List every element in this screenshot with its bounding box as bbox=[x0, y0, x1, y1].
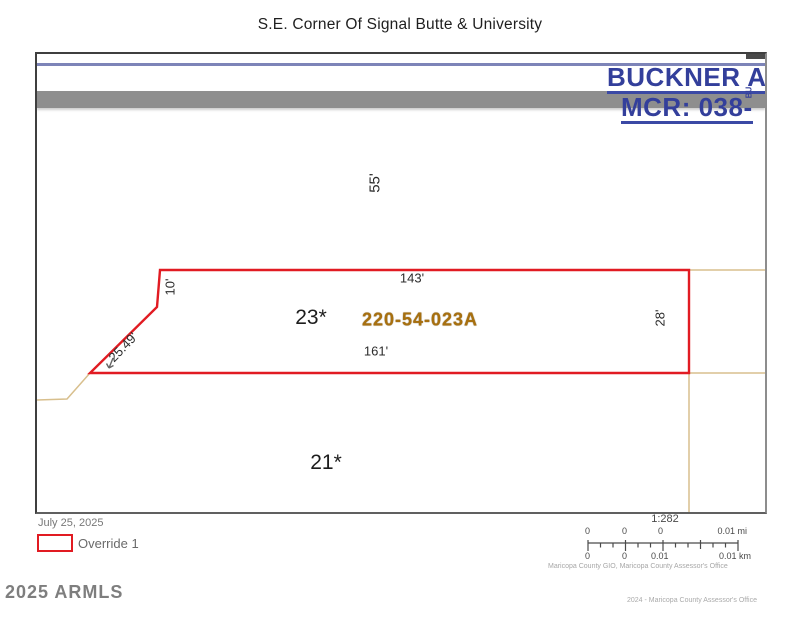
scalebar-ticks bbox=[587, 540, 739, 551]
scale-tick-label: 0 bbox=[622, 526, 628, 536]
lot-label-23: 23* bbox=[295, 306, 327, 329]
parcel-boundary-tan-left bbox=[37, 372, 91, 401]
scale-tick-label: 0.01 km bbox=[718, 551, 751, 561]
override-parcel-outline bbox=[87, 268, 691, 375]
scale-ratio-label: 1:282 bbox=[651, 513, 679, 525]
scale-tick-label: 0 bbox=[585, 551, 591, 561]
dimension-label-161: 161' bbox=[363, 343, 389, 359]
apn-label: 220-54-023A bbox=[361, 309, 479, 330]
scalebar-km-labels: 0 0 0.01 0.01 km bbox=[585, 551, 751, 562]
scale-tick-label: 0 bbox=[622, 551, 628, 561]
lot-label-21: 21* bbox=[310, 451, 342, 474]
page-title: S.E. Corner Of Signal Butte & University bbox=[257, 16, 543, 33]
date-label: July 25, 2025 bbox=[38, 517, 104, 529]
scale-tick-label: 0.01 mi bbox=[717, 526, 747, 536]
armls-watermark: 2025 ARMLS bbox=[5, 582, 124, 602]
scale-tick-label: 0 bbox=[658, 526, 664, 536]
dimension-label-55: 55' bbox=[366, 173, 384, 193]
mcr-label: MCR: 038- bbox=[621, 92, 753, 124]
subdivision-label: BUCKNER A bbox=[607, 62, 767, 94]
parcel-lines-layer bbox=[37, 268, 765, 512]
section-line bbox=[37, 63, 765, 66]
dimension-label-10: 10' bbox=[162, 278, 178, 296]
dimension-tick-mark bbox=[105, 357, 114, 369]
dimension-label-143: 143' bbox=[399, 270, 425, 286]
road-band-university bbox=[37, 91, 765, 108]
scalebar: 1:282 0 0 0 0.01 mi 0 0 0.01 0.01 km Mar… bbox=[548, 513, 753, 575]
map-canvas: BUCKNER A MCR: 038- BU 55' 10' 25.49' 14… bbox=[35, 52, 767, 514]
dimension-label-28: 28' bbox=[652, 309, 668, 327]
scale-tick-label: 0.01 bbox=[651, 551, 669, 561]
clipped-corner-mark bbox=[746, 54, 765, 59]
legend-swatch-override bbox=[37, 534, 73, 552]
scalebar-credit: Maricopa County GIO, Maricopa County Ass… bbox=[548, 563, 728, 570]
assessor-attribution: 2024 - Maricopa County Assessor's Office bbox=[627, 597, 757, 604]
scalebar-mi-labels: 0 0 0 0.01 mi bbox=[585, 526, 747, 537]
scale-tick-label: 0 bbox=[585, 526, 591, 536]
legend-label-override: Override 1 bbox=[78, 536, 139, 551]
